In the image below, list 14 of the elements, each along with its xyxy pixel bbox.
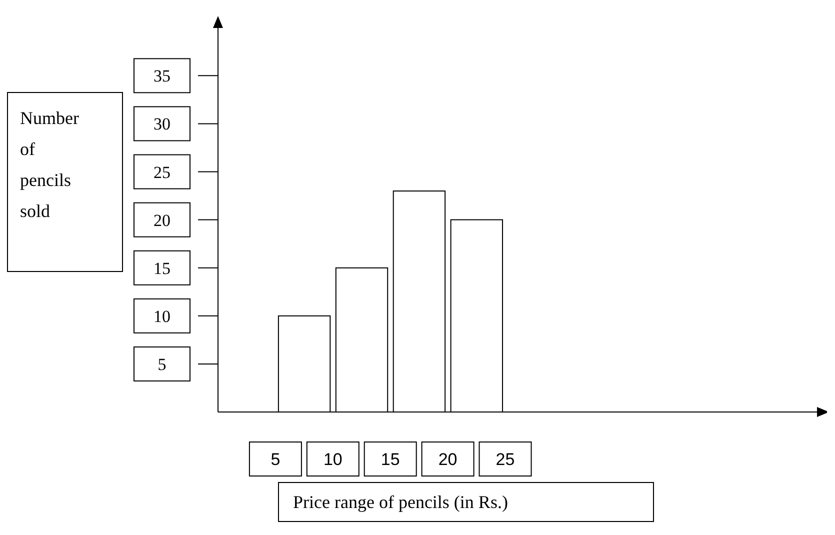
y-tick-label: 15 — [154, 258, 170, 278]
y-tick-label: 5 — [158, 354, 166, 374]
y-tick-label: 35 — [154, 66, 170, 86]
y-tick-label: 30 — [154, 114, 170, 134]
y-tick-label: 10 — [154, 306, 170, 326]
y-tick-label: 20 — [154, 210, 170, 230]
x-tick-label: 5 — [270, 450, 280, 469]
x-tick-label: 20 — [438, 450, 458, 469]
y-axis-title: Number of pencils sold — [7, 92, 123, 272]
x-tick-label: 25 — [496, 450, 515, 469]
x-axis-title: Price range of pencils (in Rs.) — [278, 482, 654, 522]
x-tick-label: 10 — [323, 450, 342, 469]
y-tick-label: 25 — [154, 162, 170, 182]
x-tick-label: 15 — [380, 450, 400, 469]
